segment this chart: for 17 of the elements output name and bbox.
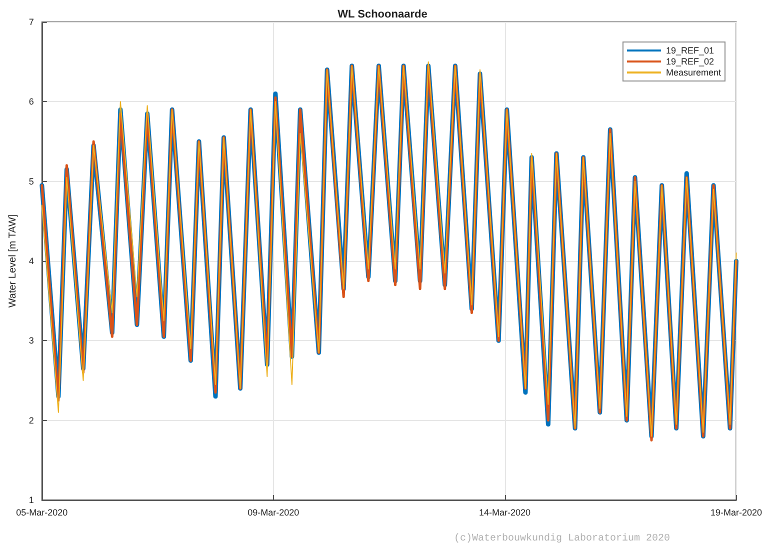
x-tick-label: 14-Mar-2020 <box>479 508 531 518</box>
y-tick-label: 6 <box>28 96 34 107</box>
y-tick-label: 4 <box>28 256 34 266</box>
legend-label: Measurement <box>666 68 722 78</box>
y-tick-label: 7 <box>28 17 34 27</box>
x-tick-label: 05-Mar-2020 <box>16 508 68 518</box>
y-tick-label: 5 <box>28 176 34 186</box>
x-tick-label: 09-Mar-2020 <box>248 508 300 518</box>
legend-label: 19_REF_01 <box>666 46 714 56</box>
y-tick-label: 1 <box>28 495 34 505</box>
y-axis-title: Water Level [m TAW] <box>8 214 18 308</box>
chart-title: WL Schoonaarde <box>338 8 428 20</box>
y-tick-label: 2 <box>28 415 34 426</box>
text: (c)Waterbouwkundig Laboratorium 2020 <box>454 532 670 544</box>
x-tick-label: 19-Mar-2020 <box>710 508 762 518</box>
legend-label: 19_REF_02 <box>666 56 714 66</box>
y-tick-label: 3 <box>28 336 34 346</box>
